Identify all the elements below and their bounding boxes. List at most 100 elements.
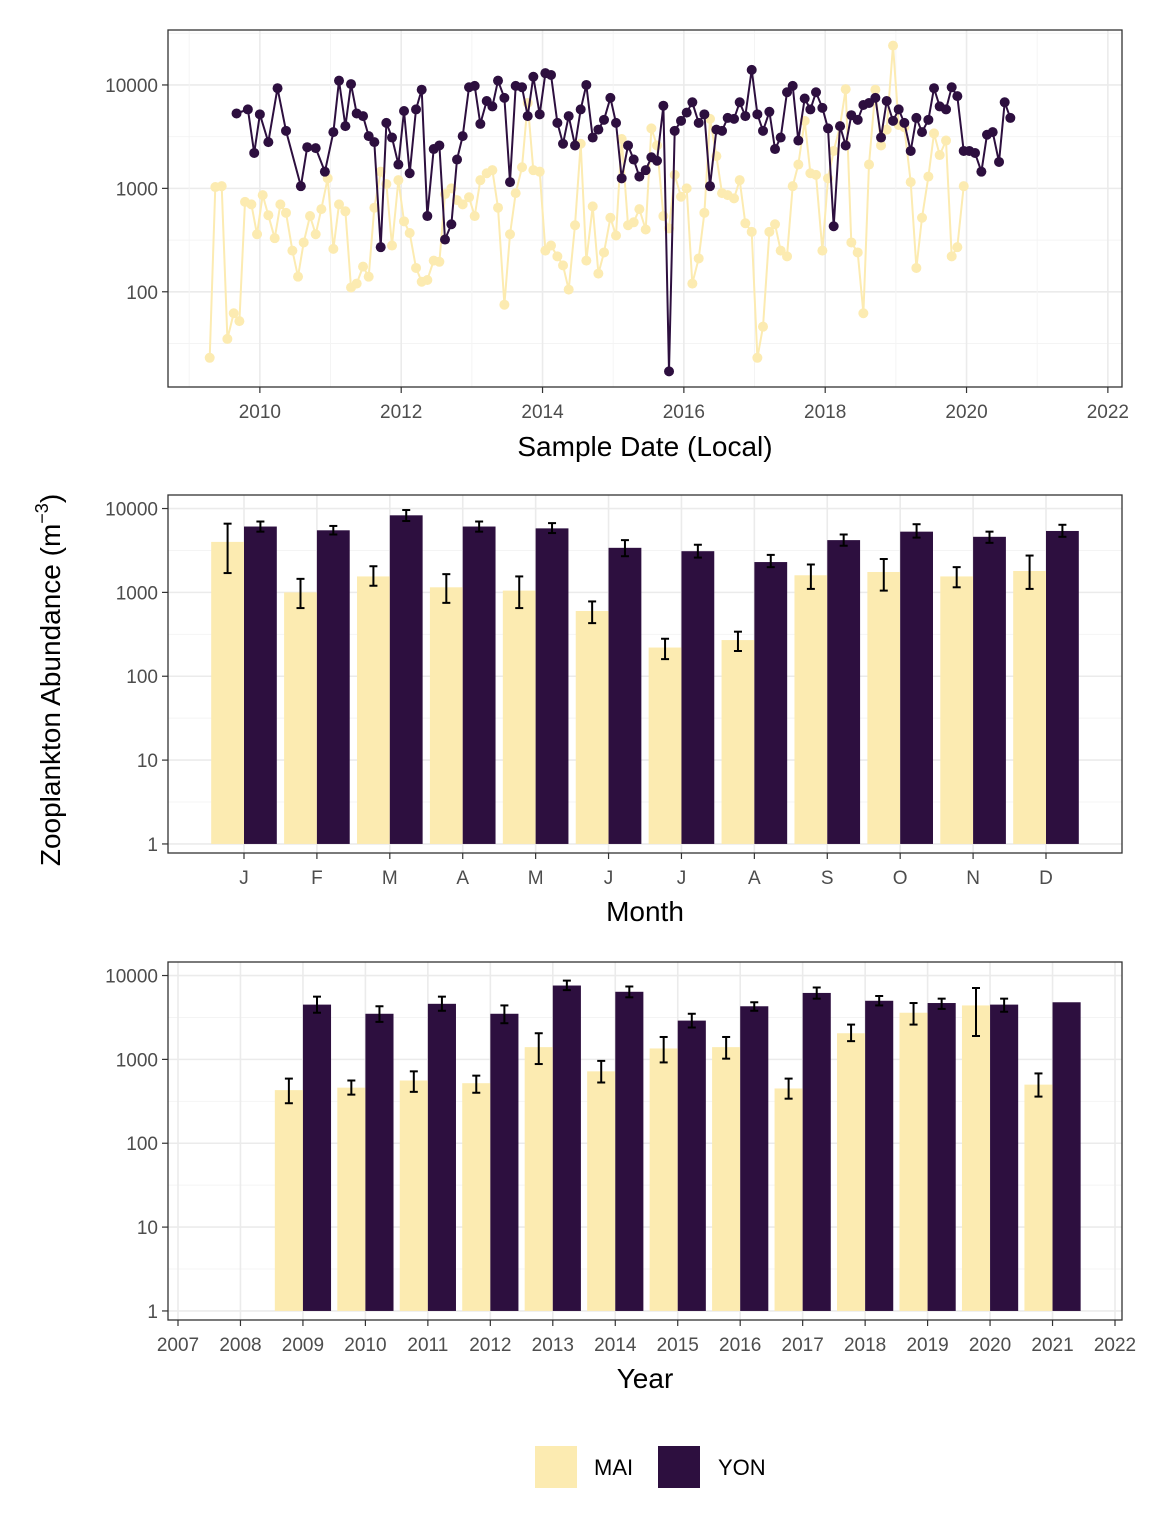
year-x-tick-label: 2008 (219, 1335, 261, 1356)
data-point-yon (994, 156, 1005, 167)
data-point-mai (934, 150, 945, 161)
data-point-mai (316, 204, 327, 215)
data-point-yon (952, 91, 963, 102)
data-point-yon (393, 159, 404, 170)
data-point-yon (434, 140, 445, 151)
data-point-mai (752, 352, 763, 363)
data-point-mai (387, 240, 398, 251)
month-bar-yon (973, 536, 1006, 844)
data-point-yon (699, 109, 710, 120)
data-point-mai (487, 165, 498, 176)
month-bar-yon (1046, 530, 1079, 844)
month-x-tick-label: S (821, 868, 834, 889)
month-bar-mai (1013, 570, 1046, 844)
month-bar-mai (867, 572, 901, 844)
date-y-tick-label: 100 (126, 283, 158, 304)
data-point-mai (676, 191, 687, 202)
data-point-yon (242, 104, 253, 115)
data-point-yon (254, 109, 265, 120)
month-bar-yon (389, 515, 423, 844)
year-x-tick-label: 2014 (594, 1335, 637, 1356)
data-point-mai (911, 262, 922, 273)
data-point-yon (319, 166, 330, 177)
data-point-mai (693, 253, 704, 264)
data-point-mai (263, 210, 274, 221)
data-point-yon (517, 82, 528, 93)
date-x-tick-label: 2014 (521, 402, 564, 423)
data-point-yon (823, 123, 834, 134)
data-point-mai (952, 242, 963, 253)
data-point-yon (888, 115, 899, 126)
data-point-mai (881, 124, 892, 135)
data-point-mai (305, 211, 316, 222)
month-x-tick-label: A (748, 868, 761, 889)
data-point-yon (717, 125, 728, 136)
data-point-yon (411, 104, 422, 115)
month-bar-mai (357, 576, 390, 844)
data-point-yon (231, 108, 242, 119)
data-point-yon (422, 211, 433, 222)
data-point-mai (929, 128, 940, 139)
data-point-yon (640, 165, 651, 176)
month-panel-border (167, 494, 1123, 854)
data-point-mai (558, 260, 569, 271)
month-bar-mai (648, 647, 682, 844)
data-point-yon (416, 84, 427, 95)
data-point-yon (528, 71, 539, 82)
year-bar-mai (274, 1090, 303, 1311)
data-point-yon (976, 166, 987, 177)
data-point-yon (799, 93, 810, 104)
data-point-mai (563, 284, 574, 295)
data-point-mai (905, 177, 916, 188)
data-point-mai (363, 271, 374, 282)
data-point-mai (746, 226, 757, 237)
year-y-tick-label: 1000 (116, 1050, 158, 1071)
data-point-yon (893, 104, 904, 115)
month-x-tick-label: D (1039, 868, 1053, 889)
data-point-yon (381, 117, 392, 128)
data-point-yon (941, 104, 952, 115)
data-point-yon (970, 147, 981, 158)
data-point-mai (870, 84, 881, 95)
year-bar-mai (1024, 1084, 1053, 1311)
data-point-mai (941, 135, 952, 146)
data-point-yon (563, 111, 574, 122)
data-point-mai (652, 140, 663, 151)
data-point-yon (616, 173, 627, 184)
data-point-mai (570, 220, 581, 231)
data-point-yon (546, 69, 557, 80)
data-point-mai (493, 202, 504, 213)
month-bar-mai (940, 576, 974, 844)
data-point-mai (628, 217, 639, 228)
year-bar-mai (337, 1087, 366, 1311)
data-point-mai (587, 201, 598, 212)
data-point-mai (281, 207, 292, 218)
month-x-tick-label: J (604, 868, 614, 889)
year-x-tick-label: 2013 (532, 1335, 574, 1356)
year-bar-yon (615, 991, 644, 1311)
panel-sample-date: 100 1000 10000 2010 2012 2014 2016 2018 2020 2022… (105, 29, 1129, 462)
data-point-mai (852, 247, 863, 258)
data-point-yon (487, 101, 498, 112)
data-point-yon (599, 114, 610, 125)
year-bar-yon (365, 1013, 394, 1311)
month-y-tick-label: 10000 (105, 500, 158, 521)
data-point-mai (204, 352, 215, 363)
legend-key-yon (658, 1446, 700, 1488)
data-point-yon (758, 125, 769, 136)
month-bar-yon (244, 526, 277, 844)
data-point-mai (287, 245, 298, 256)
month-x-tick-label: J (677, 868, 687, 889)
data-point-yon (457, 131, 468, 142)
data-point-yon (770, 144, 781, 155)
data-point-mai (546, 240, 557, 251)
data-point-mai (404, 228, 415, 239)
month-x-tick-label: F (311, 868, 323, 889)
data-point-mai (369, 202, 380, 213)
data-point-mai (411, 262, 422, 273)
month-bar-yon (462, 526, 496, 844)
data-point-mai (734, 175, 745, 186)
year-x-tick-label: 2019 (906, 1335, 948, 1356)
data-point-mai (917, 212, 928, 223)
data-point-yon (917, 127, 928, 138)
